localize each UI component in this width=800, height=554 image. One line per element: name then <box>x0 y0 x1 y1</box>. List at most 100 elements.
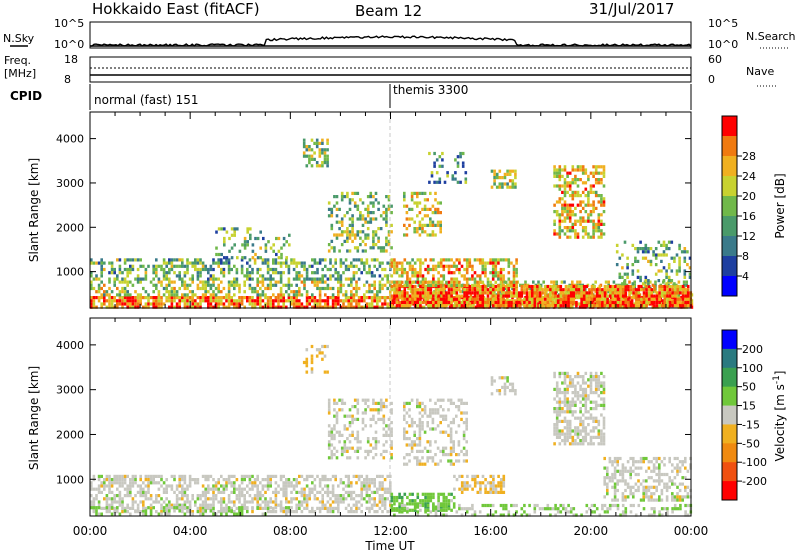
data-cell <box>667 275 671 279</box>
data-cell <box>386 305 389 309</box>
data-cell <box>147 296 150 300</box>
data-cell <box>426 294 430 298</box>
data-cell <box>194 267 197 272</box>
data-cell <box>368 497 371 501</box>
data-cell <box>259 296 262 300</box>
data-cell <box>398 294 401 298</box>
data-cell <box>329 503 332 507</box>
data-cell <box>350 299 353 303</box>
data-cell <box>253 497 257 501</box>
data-cell <box>647 259 650 263</box>
data-cell <box>568 210 572 214</box>
data-cell <box>282 302 285 306</box>
data-cell <box>165 484 168 488</box>
data-cell <box>382 456 386 460</box>
data-cell <box>369 191 373 195</box>
data-cell <box>261 299 265 303</box>
data-cell <box>361 217 365 221</box>
data-cell <box>554 294 557 298</box>
data-cell <box>266 487 270 491</box>
data-cell <box>92 509 96 513</box>
data-cell <box>621 288 625 292</box>
data-cell <box>361 223 365 227</box>
data-cell <box>418 220 422 224</box>
data-cell <box>261 305 265 309</box>
data-cell <box>298 506 301 510</box>
data-cell <box>230 509 233 513</box>
data-cell <box>594 222 598 226</box>
data-cell <box>502 258 505 262</box>
data-cell <box>511 169 515 173</box>
data-cell <box>366 398 370 402</box>
data-cell <box>368 478 371 482</box>
data-cell <box>372 398 375 402</box>
data-cell <box>592 222 595 226</box>
data-cell <box>473 474 477 478</box>
data-cell <box>424 280 427 284</box>
data-cell <box>383 487 387 491</box>
data-cell <box>633 280 636 284</box>
data-cell <box>282 510 285 514</box>
data-cell <box>673 291 677 295</box>
data-cell <box>629 300 633 305</box>
data-cell <box>160 283 163 287</box>
data-cell <box>175 290 179 294</box>
data-cell <box>230 302 233 306</box>
data-cell <box>585 304 589 308</box>
cpid-segment-2: themis 3300 <box>393 83 468 97</box>
data-cell <box>525 300 529 305</box>
data-cell <box>515 261 518 265</box>
data-cell <box>671 510 674 514</box>
data-cell <box>175 500 179 504</box>
data-cell <box>330 430 334 434</box>
data-cell <box>507 283 511 288</box>
data-cell <box>512 503 516 508</box>
data-cell <box>393 495 396 500</box>
data-cell <box>123 261 127 265</box>
data-cell <box>551 507 555 511</box>
data-cell <box>395 291 399 295</box>
data-cell <box>277 236 281 241</box>
data-cell <box>160 497 163 501</box>
data-cell <box>315 161 319 165</box>
data-cell <box>515 288 518 292</box>
data-cell <box>352 264 356 268</box>
data-cell <box>129 302 132 306</box>
data-cell <box>334 299 337 303</box>
data-cell <box>264 286 267 291</box>
data-cell <box>353 191 357 195</box>
data-cell <box>269 283 272 287</box>
data-cell <box>678 266 681 270</box>
data-cell <box>272 305 275 309</box>
data-cell <box>207 290 210 294</box>
data-cell <box>408 267 412 272</box>
freq-label-1: Freq. <box>4 54 31 67</box>
data-cell <box>683 275 687 279</box>
data-cell <box>614 300 617 305</box>
data-cell <box>517 294 521 298</box>
data-cell <box>194 481 197 485</box>
data-cell <box>326 370 329 374</box>
data-cell <box>561 203 564 207</box>
data-cell <box>437 284 440 289</box>
data-cell <box>337 299 340 303</box>
data-cell <box>240 474 244 478</box>
data-cell <box>222 305 226 309</box>
data-cell <box>344 258 348 262</box>
data-cell <box>346 446 349 450</box>
data-cell <box>636 250 640 254</box>
data-cell <box>351 230 354 234</box>
data-cell <box>287 296 291 300</box>
data-cell <box>204 478 207 482</box>
data-cell <box>403 294 407 298</box>
data-cell <box>279 299 283 303</box>
data-cell <box>438 155 442 159</box>
data-cell <box>614 297 617 301</box>
data-cell <box>105 293 109 297</box>
data-cell <box>144 302 148 306</box>
data-cell <box>419 264 422 268</box>
data-cell <box>461 151 465 156</box>
data-cell <box>512 267 516 272</box>
data-cell <box>650 513 654 517</box>
data-cell <box>502 294 505 298</box>
